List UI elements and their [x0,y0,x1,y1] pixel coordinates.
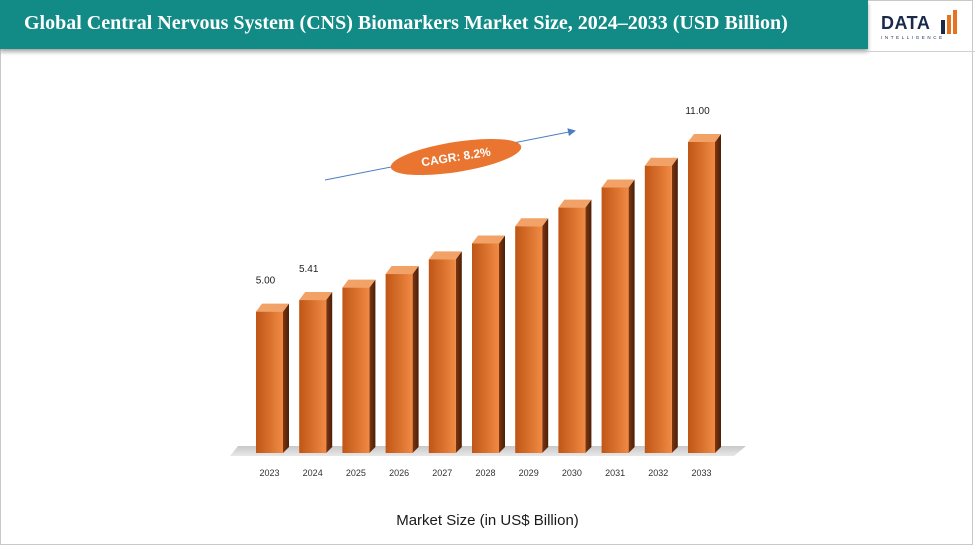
logo-tagline: INTELLIGENCE [881,35,945,40]
bar-top-2026 [385,266,419,275]
bar-2026 [385,266,419,453]
x-tick-label: 2031 [605,468,625,478]
title-banner: Global Central Nervous System (CNS) Biom… [0,0,868,49]
header-divider [0,51,975,52]
bar-2032 [644,157,678,453]
data-label: 11.00 [685,106,710,117]
bar-front-2028 [472,243,499,453]
bar-2025 [342,279,376,453]
logo-wordmark: DATA [881,13,931,33]
data-label: 5.41 [299,264,319,275]
bar-front-2033 [688,142,715,453]
bar-side-2026 [412,266,419,453]
bar-2033 [688,134,721,453]
bar-front-2029 [515,226,543,453]
x-tick-label: 2030 [562,468,582,478]
bar-top-2024 [299,292,333,301]
bar-side-2032 [671,157,678,453]
logo-bars-icon [941,10,957,34]
bar-top-2027 [428,251,462,260]
datam-intelligence-logo: DATA INTELLIGENCE [872,2,972,48]
bar-2027 [428,251,462,453]
bar-front-2031 [601,187,629,453]
x-tick-label: 2024 [303,468,323,478]
x-tick-label: 2029 [519,468,539,478]
bar-top-2025 [342,279,376,288]
bar-top-2033 [688,134,721,142]
x-tick-label: 2027 [432,468,452,478]
bar-2024 [299,292,333,453]
bar-2028 [472,235,505,453]
bar-side-2024 [326,292,333,453]
bar-side-2023 [283,303,289,453]
bar-2029 [515,218,549,453]
data-label: 5.00 [256,276,276,287]
bar-front-2027 [428,259,456,453]
bar-side-2030 [585,199,592,453]
x-tick-label: 2025 [346,468,366,478]
bar-front-2026 [385,274,413,453]
bar-front-2024 [299,300,327,453]
x-tick-label: 2033 [691,468,711,478]
bar-top-2030 [558,199,592,208]
bar-side-2027 [455,251,462,453]
bar-2023 [256,303,289,453]
bar-top-2023 [256,303,289,312]
bar-top-2029 [515,218,549,227]
x-tick-label: 2026 [389,468,409,478]
x-tick-label: 2023 [259,468,279,478]
bar-side-2025 [369,279,376,453]
cagr-badge-shape [390,138,522,176]
bar-side-2031 [628,179,635,453]
bar-front-2032 [644,165,672,453]
bar-side-2028 [499,235,505,453]
chart-title: Global Central Nervous System (CNS) Biom… [24,12,788,34]
bar-side-2029 [542,218,549,453]
bar-top-2032 [644,157,678,166]
bar-side-2033 [715,134,721,453]
cagr-badge: CAGR: 8.2% [390,138,522,176]
x-tick-label: 2028 [475,468,495,478]
bar-top-2031 [601,179,635,188]
bar-2030 [558,199,592,453]
x-axis-title: Market Size (in US$ Billion) [396,512,579,529]
bar-front-2023 [256,311,283,453]
bar-front-2030 [558,207,586,453]
x-tick-label: 2032 [648,468,668,478]
bar-2031 [601,179,635,453]
bar-front-2025 [342,287,370,453]
bar-top-2028 [472,235,505,244]
